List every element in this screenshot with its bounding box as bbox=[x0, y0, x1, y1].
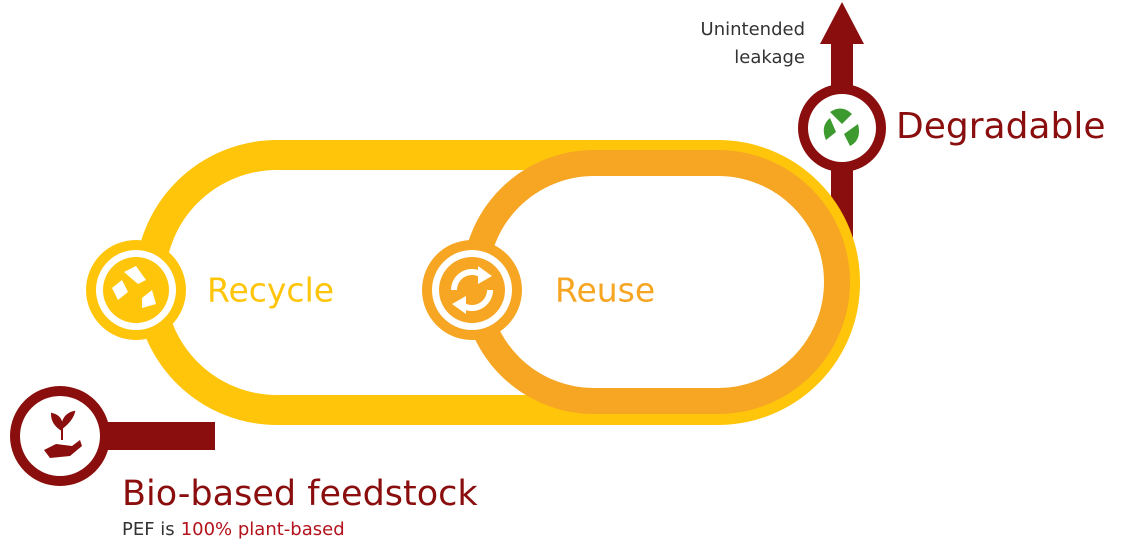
reuse-node bbox=[422, 240, 522, 340]
feedstock-title: Bio-based feedstock bbox=[122, 474, 478, 514]
reuse-label: Reuse bbox=[555, 271, 655, 310]
degradable-label: Degradable bbox=[896, 106, 1106, 147]
feedstock-note: PEF is 100% plant-based bbox=[122, 519, 345, 540]
note-highlight: 100% plant-based bbox=[181, 519, 345, 540]
degradable-node bbox=[798, 84, 886, 172]
leakage-label-line: leakage bbox=[734, 47, 805, 68]
recycle-node bbox=[86, 240, 186, 340]
feedstock-node bbox=[10, 386, 110, 486]
leak-arrowhead bbox=[820, 2, 864, 44]
recycle-label: Recycle bbox=[207, 271, 334, 310]
leakage-label-line: Unintended bbox=[701, 19, 805, 40]
reuse-loop bbox=[462, 150, 850, 414]
note-prefix: PEF is bbox=[122, 519, 175, 540]
